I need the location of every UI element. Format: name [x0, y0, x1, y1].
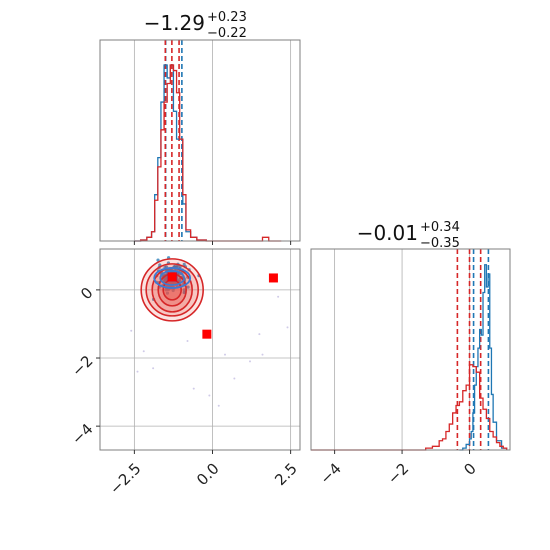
bottom-left-ytick-label-1: −2: [68, 352, 96, 380]
red-contour-4: [162, 279, 182, 301]
bottom-right-title-lower: −0.35: [420, 236, 460, 251]
bottom-left-frame: [99, 248, 301, 451]
top-left-title-lower: −0.22: [207, 26, 247, 41]
marker-red-1: [167, 272, 177, 282]
marker-red-2: [202, 329, 212, 339]
bottom-left-ytick-label-0: −4: [68, 420, 96, 448]
top-left-ticks: [133, 241, 292, 245]
blue-contour-1: [159, 270, 185, 286]
outlier-point-5: [217, 404, 220, 407]
outlier-point-0: [142, 350, 145, 353]
marker-red-3: [268, 273, 278, 283]
top-left-frame: [99, 39, 301, 242]
bottom-left-ytick-label-2: 0: [77, 284, 96, 303]
outlier-point-12: [130, 329, 133, 332]
outlier-point-2: [136, 370, 139, 373]
bottom-right-xtick-label-1: −2: [384, 460, 412, 488]
blue-sample-point: [186, 285, 190, 289]
bottom-left-markers: [167, 272, 278, 339]
outlier-point-4: [208, 394, 211, 397]
outlier-point-8: [261, 353, 264, 356]
outlier-point-7: [249, 360, 251, 363]
outlier-point-6: [233, 377, 236, 380]
blue-sample-point: [156, 258, 160, 262]
bottom-left-grid: [100, 249, 300, 450]
bottom-right-title-upper: +0.34: [420, 220, 460, 235]
top-left-hist-red: [134, 64, 282, 242]
bottom-left-xtick-label-0: −2.5: [106, 460, 144, 498]
bottom-right-xtick-label-0: −4: [316, 460, 344, 488]
outlier-point-13: [277, 295, 280, 298]
outlier-point-14: [286, 326, 289, 329]
outlier-point-1: [152, 367, 155, 370]
outlier-point-11: [186, 339, 189, 342]
blue-contour-0: [153, 267, 192, 289]
top-left-grid: [133, 40, 292, 241]
blue-sample-point: [164, 288, 168, 292]
bottom-right-grid: [334, 249, 470, 450]
panel-bottom-right: −4 −2 0 −0.01 +0.34 −0.35: [310, 220, 511, 488]
bottom-right-title-main: −0.01: [357, 221, 418, 245]
outlier-point-9: [258, 333, 261, 336]
top-left-title-upper: +0.23: [207, 10, 247, 25]
outlier-point-3: [192, 387, 195, 390]
blue-sample-point: [171, 288, 175, 293]
bottom-right-frame: [310, 248, 511, 451]
bottom-left-contours: [140, 258, 204, 322]
outlier-point-10: [224, 353, 226, 356]
top-left-histograms: [134, 64, 282, 242]
red-contour-1: [145, 263, 199, 317]
top-left-title-main: −1.29: [144, 11, 205, 35]
blue-sample-point: [165, 291, 170, 295]
blue-sample-point: [182, 288, 186, 292]
red-contour-0: [140, 258, 204, 322]
bottom-right-histograms: [311, 264, 508, 451]
top-left-quantiles: [164, 40, 183, 241]
bottom-left-xtick-label-2: 2.5: [271, 460, 301, 490]
bottom-right-hist-red: [311, 364, 508, 451]
panel-top-left: −1.29 +0.23 −0.22: [99, 10, 301, 245]
bottom-right-xtick-label-2: 0: [460, 460, 479, 479]
bottom-right-ticks: −4 −2 0: [316, 450, 480, 488]
top-left-hist-blue: [134, 64, 207, 242]
bottom-left-xtick-label-1: 0.0: [193, 460, 223, 490]
panel-bottom-left: −2.5 0.0 2.5 −4 −2 0: [68, 248, 301, 498]
bottom-right-hist-blue: [459, 264, 508, 451]
